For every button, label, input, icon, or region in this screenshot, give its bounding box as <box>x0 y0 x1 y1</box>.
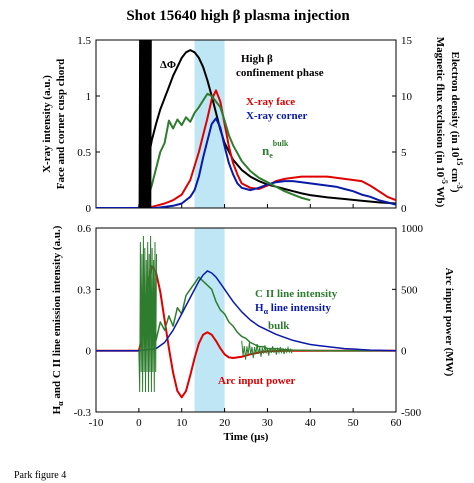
top-panel-series <box>96 40 396 208</box>
halpha-rest: line intensity <box>268 302 331 314</box>
axis-ticks: 00.511.5051015-0.300.30.6-50005001000-10… <box>74 35 424 429</box>
annotation-delta-phi: ΔΦ <box>160 59 176 71</box>
bottom-right-ylabel: Arc input power (MW) <box>443 268 455 377</box>
bottom-left-y-tick-label: 0 <box>86 346 92 358</box>
x-tick-label: 50 <box>348 417 360 429</box>
series-halpha <box>96 270 396 352</box>
top-left-ylabel-1: X-ray intensity (a.u.) <box>41 75 53 173</box>
bottom-right-y-tick-label: 500 <box>401 284 418 296</box>
top-right-ylabel-2: Magnetic flux exclusion (in 10-5 Wb) <box>434 37 449 208</box>
ne-subscript: e <box>269 151 273 160</box>
top-right-y-tick-label: 15 <box>401 35 413 47</box>
annotation-xray-corner: X-ray corner <box>246 110 308 122</box>
top-panel-frame <box>95 39 397 209</box>
top-highlight-band <box>194 40 225 208</box>
top-left-y-tick-label: 0 <box>86 203 92 215</box>
annotation-cii: C II line intensity <box>255 288 338 300</box>
x-tick-label: 0 <box>136 417 142 429</box>
flux-label: Magnetic flux exclusion (in 10 <box>434 37 446 178</box>
flux-exponent: -5 <box>440 177 449 184</box>
top-right-y-tick-label: 10 <box>401 91 413 103</box>
bottom-panel-frame <box>95 227 397 413</box>
annotation-halpha: Hα line intensity <box>255 302 331 316</box>
bottom-left-ylabel: Hα and C II line emission intensity (a.u… <box>51 225 65 414</box>
annotation-bulk: bulk <box>268 320 290 332</box>
annotation-arc-power: Arc input power <box>218 375 296 387</box>
bottom-panel-series <box>96 235 396 399</box>
ha-label-rest: and C II line emission intensity (a.u.) <box>51 225 63 401</box>
ha-label-subscript: α <box>56 401 65 406</box>
bottom-right-y-tick-label: 1000 <box>401 223 424 235</box>
density-unit-exponent: -3 <box>455 182 464 189</box>
x-tick-label: 40 <box>305 417 317 429</box>
halpha-subscript: α <box>264 307 269 316</box>
density-label: Electron density (in 10 <box>449 52 461 158</box>
density-close: ) <box>449 189 461 193</box>
bottom-right-y-tick-label: 0 <box>401 346 407 358</box>
annotation-ne: nebulk <box>262 139 289 160</box>
ne-symbol: n <box>262 143 270 158</box>
bottom-left-y-tick-label: 0.3 <box>77 284 91 296</box>
top-left-y-tick-label: 1.5 <box>77 35 91 47</box>
series-ne <box>146 92 311 202</box>
flux-unit: Wb) <box>434 184 446 208</box>
x-tick-label: 30 <box>262 417 274 429</box>
top-right-y-tick-label: 5 <box>401 147 407 159</box>
series-cii <box>155 276 396 352</box>
top-left-y-tick-label: 0.5 <box>77 147 91 159</box>
x-tick-label: 20 <box>219 417 231 429</box>
top-left-y-tick-label: 1 <box>86 91 92 103</box>
breakdown-noise-bottom <box>138 235 157 393</box>
density-unit: cm <box>449 165 461 182</box>
series-xray-corner <box>96 117 396 208</box>
series-xray-face <box>96 89 396 208</box>
density-exponent: 15 <box>455 157 464 165</box>
bulk-noise <box>241 340 293 360</box>
ha-label-symbol: H <box>51 405 63 414</box>
top-left-ylabel-2: Face and corner cusp chord <box>55 59 67 190</box>
breakdown-noise-top <box>138 40 152 208</box>
annotation-confinement-phase: confinement phase <box>236 67 324 79</box>
x-tick-label: -10 <box>89 417 104 429</box>
x-tick-label: 10 <box>176 417 188 429</box>
x-tick-label: 60 <box>391 417 403 429</box>
bottom-left-y-tick-label: 0.6 <box>77 223 91 235</box>
annotation-high-beta: High β <box>241 53 273 65</box>
ne-superscript: bulk <box>273 139 289 148</box>
footnote: Park figure 4 <box>14 470 66 481</box>
annotation-xray-face: X-ray face <box>246 96 295 108</box>
chart-title: Shot 15640 high β plasma injection <box>126 8 350 24</box>
top-right-y-tick-label: 0 <box>401 203 407 215</box>
top-right-ylabel-1: Electron density (in 1015 cm-3) <box>449 52 464 193</box>
bottom-highlight-band <box>194 228 225 412</box>
bottom-left-y-tick-label: -0.3 <box>74 407 92 419</box>
bottom-right-y-tick-label: -500 <box>401 407 422 419</box>
x-axis-label: Time (µs) <box>224 431 269 443</box>
halpha-symbol: H <box>255 302 264 314</box>
